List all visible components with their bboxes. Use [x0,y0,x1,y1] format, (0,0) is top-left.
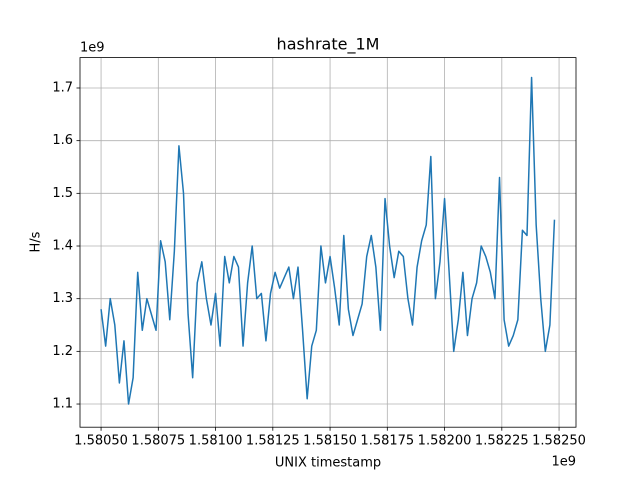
x-axis-label: UNIX timestamp [275,456,381,471]
y-tick-label: 1.6 [52,133,73,148]
y-tick-label: 1.1 [52,397,73,412]
y-tick-label: 1.7 [52,80,73,95]
y-tick-label: 1.5 [52,186,73,201]
x-tick-label: 1.58200 [418,434,472,449]
y-tick-label: 1.2 [52,344,73,359]
x-tick-label: 1.58100 [189,434,243,449]
data-line [100,76,556,405]
y-tick-label: 1.3 [52,291,73,306]
chart-title: hashrate_1M [277,35,380,55]
y-offset-label: 1e9 [80,41,105,56]
y-axis-label: H/s [29,231,44,252]
axes-frame [79,57,577,428]
x-offset-label: 1e9 [551,455,576,470]
y-tick-label: 1.4 [52,239,73,254]
x-tick-label: 1.58075 [131,434,185,449]
x-tick-label: 1.58125 [246,434,300,449]
x-tick-label: 1.58250 [532,434,586,449]
x-tick-label: 1.58225 [475,434,529,449]
x-tick-label: 1.58050 [74,434,128,449]
x-tick-label: 1.58150 [303,434,357,449]
x-tick-label: 1.58175 [360,434,414,449]
